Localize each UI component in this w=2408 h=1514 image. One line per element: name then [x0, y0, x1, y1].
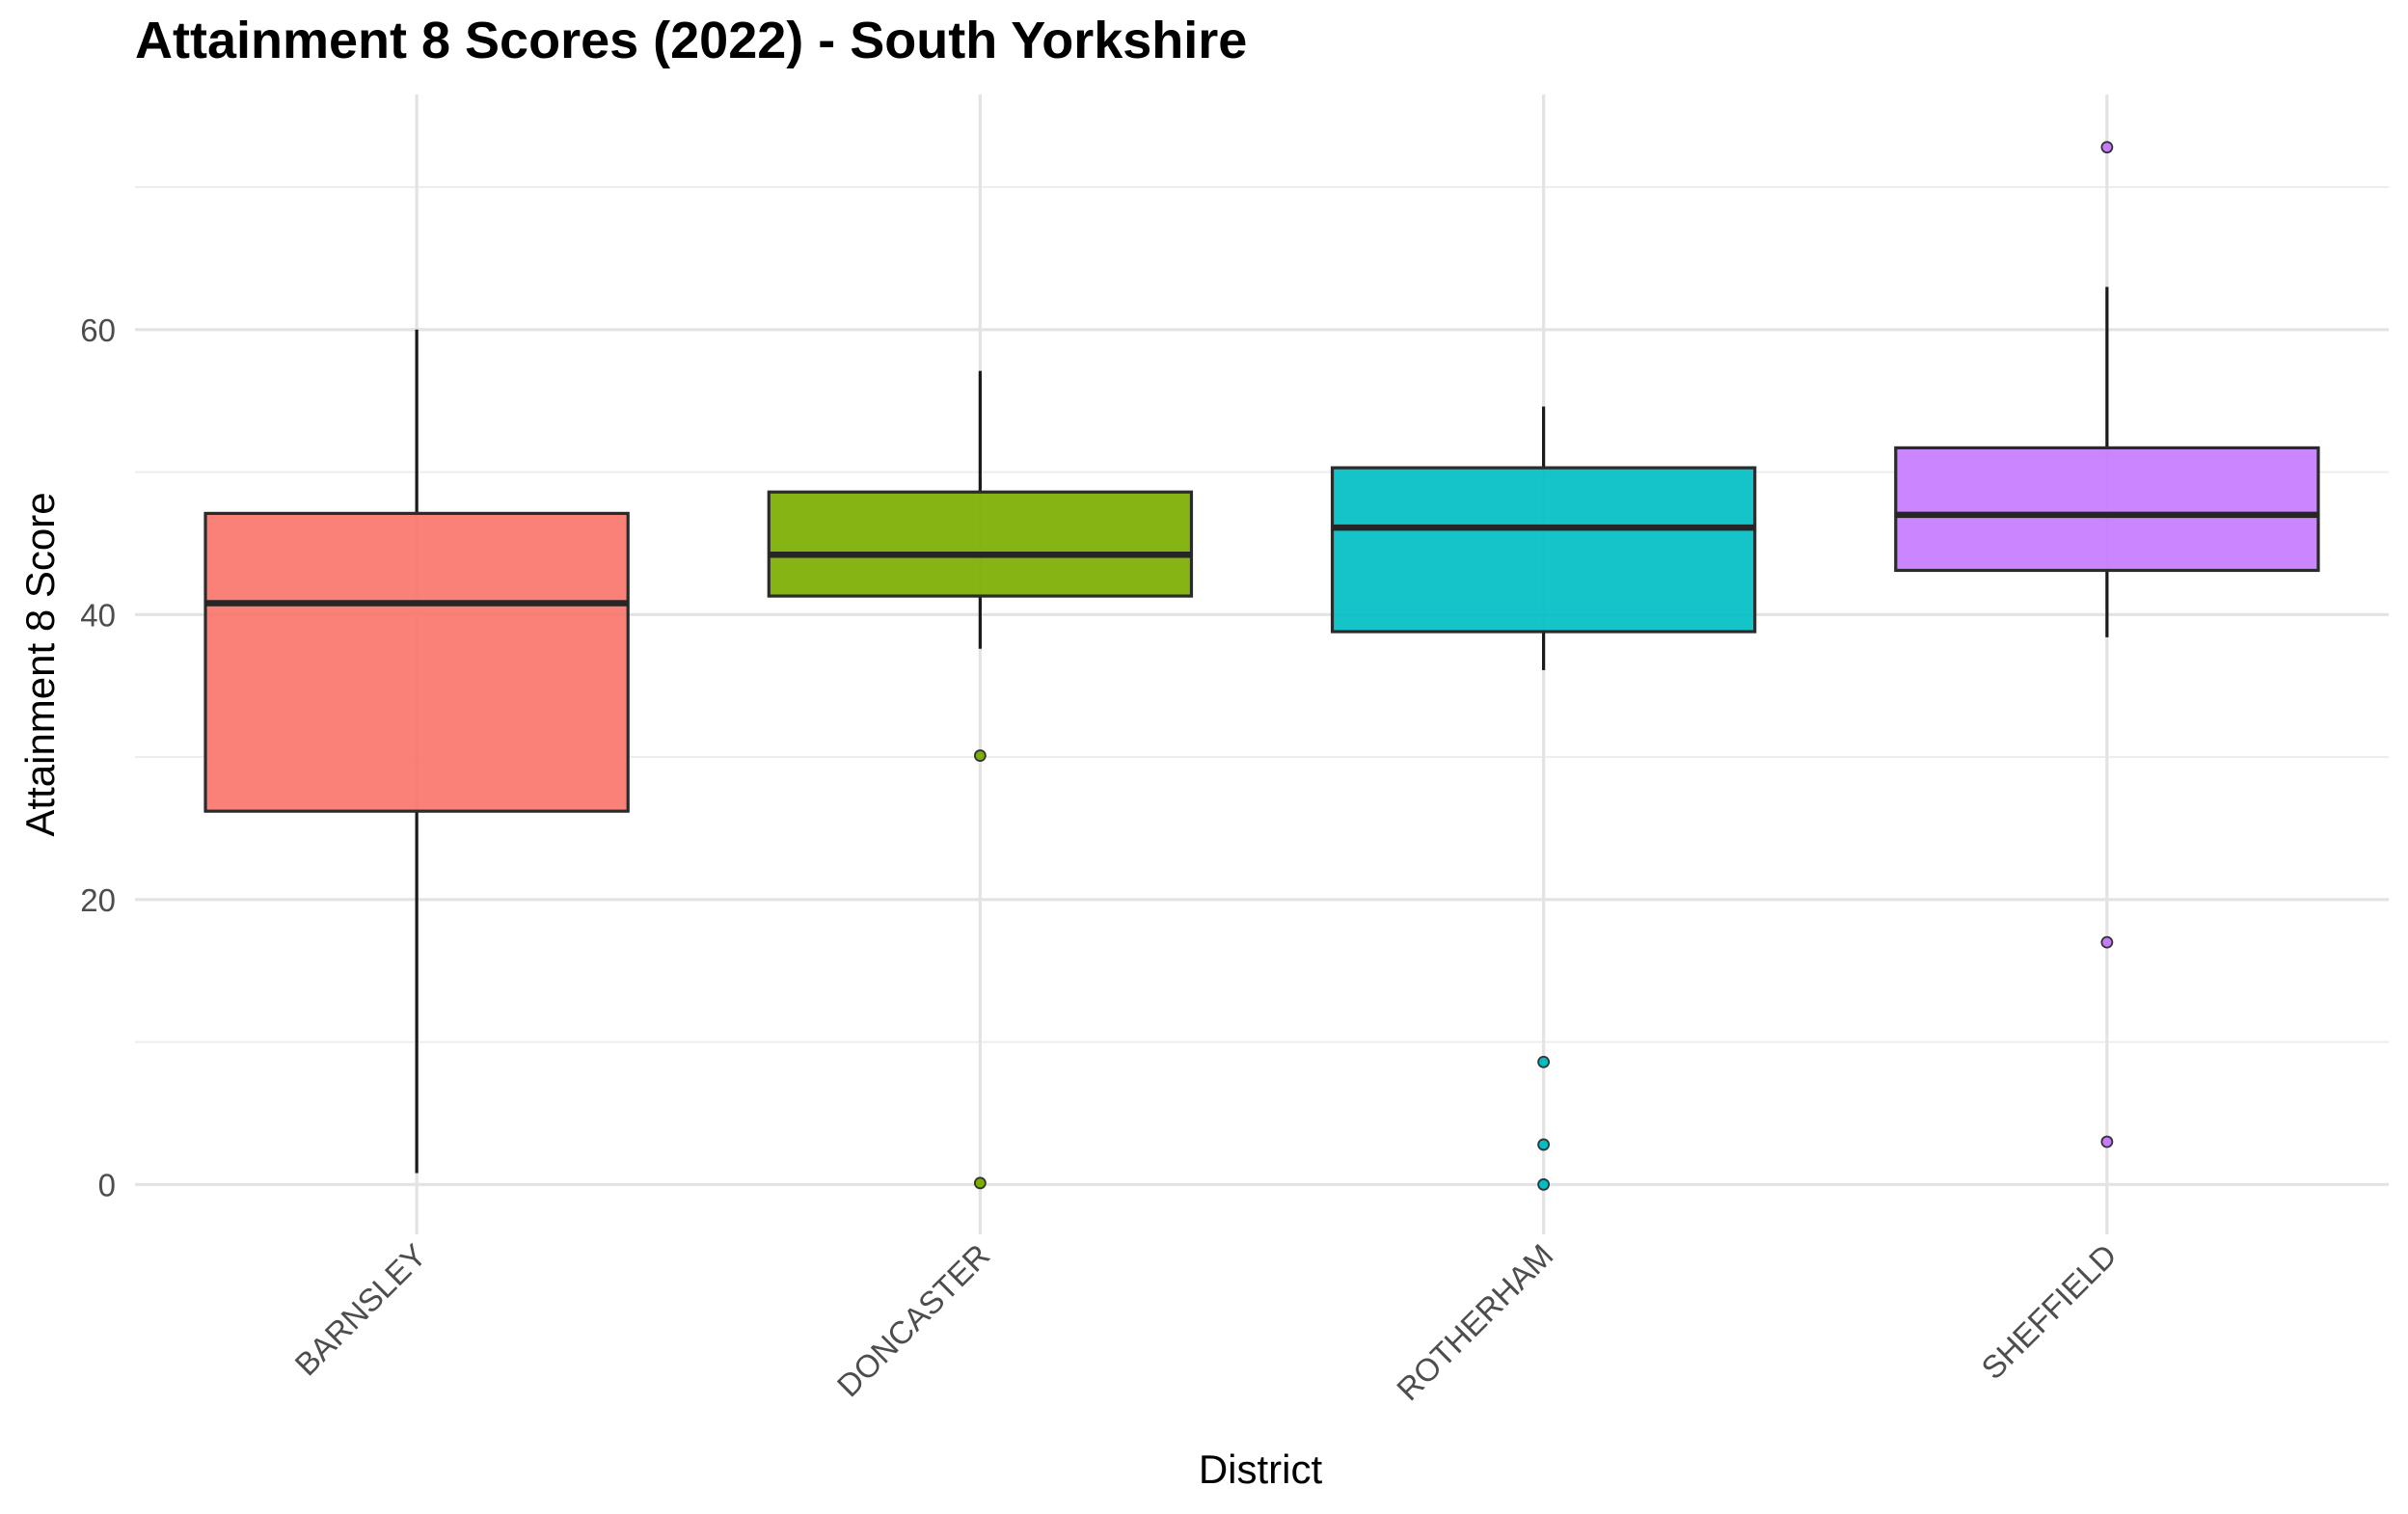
box-body: [1894, 446, 2320, 573]
box-body: [1330, 466, 1757, 634]
x-tick-label: ROTHERHAM: [1390, 1237, 1560, 1408]
box-sheffield: [1894, 141, 2320, 1149]
y-tick-label: 0: [98, 1167, 116, 1203]
boxes: [203, 141, 2320, 1191]
box-rotherham: [1330, 406, 1757, 1191]
box-doncaster: [767, 370, 1194, 1190]
x-axis-ticks: BARNSLEY DONCASTER ROTHERHAM SHEFFIELD: [287, 1237, 2123, 1408]
x-tick-label: SHEFFIELD: [1974, 1237, 2124, 1387]
box-body: [203, 511, 630, 813]
outlier-point: [973, 1176, 987, 1190]
outlier-point: [2100, 1135, 2114, 1149]
y-tick-label: 60: [80, 312, 116, 348]
y-axis-title: Attainment 8 Score: [17, 492, 63, 836]
outlier-point: [1537, 1138, 1551, 1151]
x-tick-label: DONCASTER: [830, 1237, 997, 1404]
y-tick-label: 20: [80, 882, 116, 918]
outlier-point: [2100, 141, 2114, 154]
box-barnsley: [203, 329, 630, 1174]
x-tick-label: BARNSLEY: [287, 1237, 433, 1383]
x-axis-title: District: [1199, 1446, 1323, 1492]
outlier-point: [2100, 935, 2114, 949]
outlier-point: [973, 749, 987, 762]
outlier-point: [1537, 1177, 1551, 1191]
y-tick-label: 40: [80, 597, 116, 633]
chart-title: Attainment 8 Scores (2022) - South Yorks…: [135, 12, 1247, 69]
y-axis-ticks: 0 20 40 60: [80, 312, 116, 1203]
outlier-point: [1537, 1055, 1551, 1068]
box-body: [767, 490, 1194, 598]
